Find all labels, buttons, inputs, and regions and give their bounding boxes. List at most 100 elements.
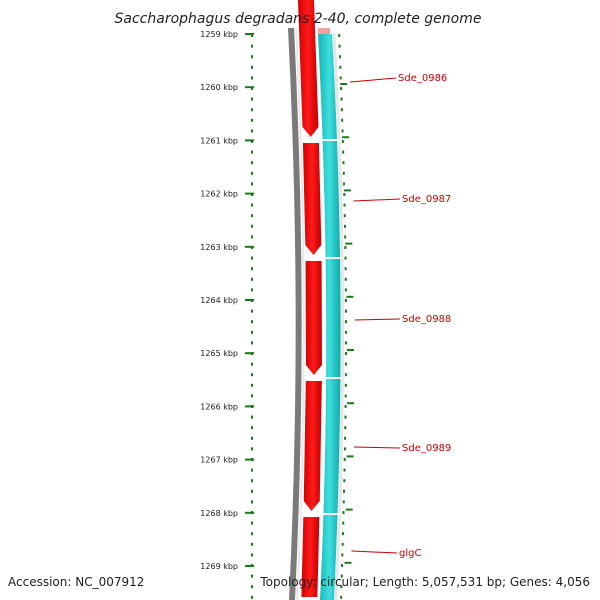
scale-dot bbox=[340, 108, 343, 112]
gene-label-leader bbox=[353, 198, 401, 202]
scale-dot bbox=[251, 87, 253, 90]
gene-arrow bbox=[297, 0, 319, 137]
scale-dot bbox=[251, 574, 253, 578]
scale-dot bbox=[251, 489, 253, 493]
scale-dot bbox=[343, 458, 346, 461]
scale-dot bbox=[343, 182, 346, 186]
scale-dot bbox=[344, 373, 347, 377]
gene-label[interactable]: glgC bbox=[399, 548, 421, 559]
topology-text: Topology: circular; Length: 5,057,531 bp… bbox=[259, 575, 590, 589]
scale-dot bbox=[251, 108, 253, 112]
gene-label[interactable]: Sde_0988 bbox=[402, 314, 451, 325]
gene-arrow bbox=[302, 143, 322, 255]
gene-labels: Sde_0986 Sde_0987 Sde_0988 Sde_0989 glgC bbox=[349, 73, 451, 559]
scale-dot bbox=[251, 532, 253, 536]
scale-dot bbox=[251, 129, 253, 133]
reverse-strand-separators bbox=[321, 139, 343, 515]
scale-dot bbox=[251, 394, 253, 398]
accession-text: Accession: NC_007912 bbox=[8, 575, 144, 589]
scale-dot bbox=[343, 447, 346, 451]
scale-dot bbox=[251, 118, 253, 122]
scale-dot bbox=[343, 468, 346, 472]
scale-dot bbox=[339, 65, 342, 69]
scale-dot bbox=[344, 415, 347, 419]
scale-dot bbox=[338, 34, 341, 37]
scale-dot bbox=[345, 330, 348, 334]
scale-dot bbox=[251, 140, 253, 143]
scale-dot bbox=[340, 87, 343, 90]
scale-dot bbox=[251, 277, 253, 281]
scale-dot bbox=[341, 532, 344, 536]
ruler-tick-label: 1261 kbp bbox=[200, 136, 238, 145]
forward-strand-genes bbox=[297, 0, 322, 597]
gene-label-leader bbox=[351, 550, 398, 554]
scale-dot bbox=[251, 214, 253, 218]
scale-dot bbox=[344, 267, 347, 271]
ruler-tick-label: 1263 kbp bbox=[200, 243, 238, 252]
scale-dot bbox=[340, 574, 343, 578]
scale-dot bbox=[345, 352, 348, 355]
scale-dot bbox=[251, 595, 253, 599]
scale-dot bbox=[344, 277, 347, 281]
ruler-tick-label: 1260 kbp bbox=[200, 83, 238, 92]
scale-dot bbox=[340, 97, 343, 101]
scale-dot bbox=[344, 299, 347, 302]
scale-dot bbox=[251, 341, 253, 345]
scale-dot bbox=[345, 341, 348, 345]
scale-dot bbox=[251, 76, 253, 80]
scale-dot bbox=[341, 553, 344, 557]
scale-dot bbox=[338, 55, 341, 59]
scale-dot bbox=[344, 309, 347, 313]
scale-dot bbox=[251, 182, 253, 186]
gene-label[interactable]: Sde_0987 bbox=[402, 194, 451, 205]
scale-dot bbox=[251, 267, 253, 271]
scale-dot bbox=[340, 585, 343, 589]
scale-dot bbox=[251, 34, 253, 37]
scale-dot bbox=[344, 426, 347, 430]
scale-dot bbox=[344, 235, 347, 239]
scale-dot bbox=[251, 55, 253, 59]
scale-dot bbox=[345, 320, 348, 324]
ruler-tick-label: 1259 kbp bbox=[200, 30, 238, 39]
scale-dot bbox=[251, 224, 253, 228]
ruler-tick-label: 1268 kbp bbox=[200, 509, 238, 518]
gene-label-leader bbox=[349, 77, 397, 83]
scale-dot bbox=[251, 436, 253, 440]
scale-dot bbox=[251, 256, 253, 260]
scale-dot bbox=[251, 479, 253, 483]
scale-dot bbox=[251, 373, 253, 377]
scale-dot bbox=[251, 362, 253, 366]
gene-label[interactable]: Sde_0986 bbox=[398, 73, 447, 84]
ruler: 1259 kbp 1260 kbp 1261 kbp 1262 kbp 1263 kbp… bbox=[200, 30, 254, 571]
scale-dot bbox=[340, 595, 343, 599]
scale-dot bbox=[338, 44, 341, 48]
scale-dot bbox=[251, 585, 253, 589]
scale-dot bbox=[251, 171, 253, 175]
gene-label[interactable]: Sde_0989 bbox=[402, 443, 451, 454]
scale-dot bbox=[343, 489, 346, 493]
scale-dot bbox=[251, 235, 253, 239]
scale-dot bbox=[343, 479, 346, 483]
gene-arrow bbox=[301, 517, 320, 597]
scale-dot bbox=[342, 150, 345, 154]
scale-dot bbox=[341, 118, 344, 122]
scale-dot bbox=[341, 564, 344, 567]
scale-dot bbox=[251, 97, 253, 101]
ruler-tick-label: 1264 kbp bbox=[200, 296, 238, 305]
scale-dot bbox=[344, 246, 347, 249]
map-title: Saccharophagus degradans 2-40, complete … bbox=[115, 11, 482, 27]
scale-dot bbox=[344, 362, 347, 366]
scale-dot bbox=[339, 76, 342, 80]
scale-dot bbox=[251, 65, 253, 69]
scale-dot bbox=[342, 521, 345, 525]
scale-dot bbox=[251, 542, 253, 546]
scale-dot bbox=[344, 256, 347, 260]
scale-dot bbox=[344, 288, 347, 292]
gene-arrow bbox=[303, 381, 322, 511]
backbone-inner bbox=[295, 27, 305, 600]
scale-dot bbox=[251, 553, 253, 557]
scale-dot bbox=[251, 44, 253, 48]
scale-dots-left bbox=[251, 34, 253, 599]
scale-dot bbox=[341, 542, 344, 546]
